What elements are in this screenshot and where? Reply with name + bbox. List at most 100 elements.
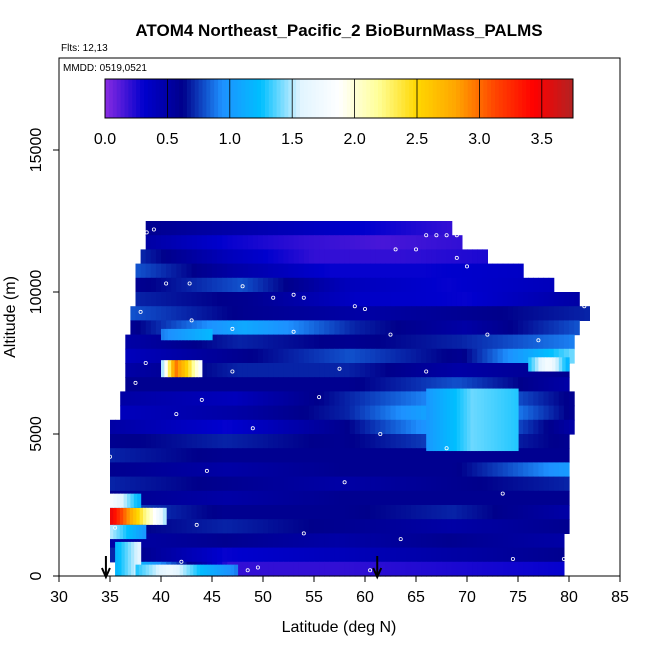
heatmap-cell [273,348,279,364]
heatmap-cell [319,249,325,265]
heatmap-cell [155,334,162,350]
heatmap-cell [553,348,560,364]
heatmap-cell [161,348,167,364]
heatmap-cell [212,434,218,449]
heatmap-cell [206,263,213,279]
heatmap-cell [303,306,310,321]
heatmap-cell [365,348,371,364]
heatmap-cell [548,348,555,364]
colorbar-segment [342,79,348,118]
heatmap-cell [227,320,233,336]
heatmap-hotspot-cell [494,388,499,452]
heatmap-cell [426,306,432,321]
heatmap-cell [467,363,473,378]
heatmap-cell [191,377,198,392]
heatmap-cell [339,448,346,463]
heatmap-cell [176,519,182,534]
heatmap-cell [528,476,534,492]
heatmap-cell [150,235,157,250]
colorbar-segment [245,79,250,118]
heatmap-cell [242,405,249,421]
heatmap-cell [145,419,152,435]
heatmap-cell [222,292,228,307]
heatmap-hotspot-cell [501,388,505,452]
heatmap-cell [196,519,203,534]
heatmap-cell [523,434,529,449]
heatmap-hotspot-cell [195,360,199,378]
heatmap-cell [125,434,131,449]
heatmap-cell [222,363,228,378]
heatmap-hotspot-cell [210,564,215,576]
heatmap-hotspot-cell [201,328,206,341]
colorbar-segment [190,79,196,118]
heatmap-cell [421,334,427,350]
heatmap-cell [400,505,407,520]
heatmap-cell [191,334,198,350]
sample-point [291,329,296,334]
heatmap-cell [395,547,402,563]
heatmap-cell [416,448,422,463]
heatmap-cell [273,320,279,336]
heatmap-cell [206,448,213,463]
heatmap-cell [181,249,188,265]
heatmap-cell [410,561,417,577]
colorbar-segment [561,79,566,118]
heatmap-hotspot-cell [133,507,137,525]
heatmap-cell [232,419,239,435]
heatmap-hotspot-cell [208,328,213,341]
heatmap-hotspot-cell [467,388,471,452]
heatmap-cell [405,249,412,265]
heatmap-cell [247,235,254,250]
heatmap-cell [263,476,269,492]
colorbar-segment [206,79,211,118]
heatmap-cell [477,448,483,463]
heatmap-cell [288,405,295,421]
heatmap-cell [181,348,188,364]
heatmap-cell [278,490,284,506]
heatmap-cell [273,476,279,492]
heatmap-cell [558,306,565,321]
heatmap-cell [135,405,142,421]
heatmap-cell [349,561,356,577]
heatmap-cell [375,391,381,407]
heatmap-cell [166,334,172,350]
heatmap-cell [456,334,463,350]
sample-point [240,284,245,289]
heatmap-cell [421,391,427,407]
heatmap-cell [375,235,381,250]
heatmap-cell [227,462,233,478]
heatmap-cell [125,419,131,435]
heatmap-cell [467,249,473,265]
heatmap-cell [380,221,386,236]
heatmap-cell [436,306,443,321]
heatmap-cell [431,547,437,563]
heatmap-cell [487,334,494,350]
heatmap-cell [283,306,290,321]
heatmap-cell [441,277,448,293]
heatmap-cell [441,547,448,563]
heatmap-cell [400,419,407,435]
heatmap-cell [308,221,315,236]
heatmap-cell [410,547,417,563]
heatmap-cell [380,249,386,265]
heatmap-cell [344,434,351,449]
heatmap-cell [293,292,300,307]
heatmap-hotspot-cell [143,507,147,525]
sample-point [434,233,439,238]
heatmap-cell [166,419,172,435]
heatmap-cell [257,405,264,421]
heatmap-cell [314,292,320,307]
heatmap-cell [293,405,300,421]
colorbar-segment [537,79,543,118]
heatmap-cell [339,377,346,392]
heatmap-cell [416,476,422,492]
heatmap-cell [115,419,121,435]
heatmap-cell [217,363,223,378]
heatmap-cell [242,533,249,549]
heatmap-cell [375,490,381,506]
heatmap-cell [405,476,412,492]
heatmap-cell [217,462,223,478]
heatmap-cell [263,334,269,350]
heatmap-cell [222,476,228,492]
heatmap-cell [232,547,239,563]
